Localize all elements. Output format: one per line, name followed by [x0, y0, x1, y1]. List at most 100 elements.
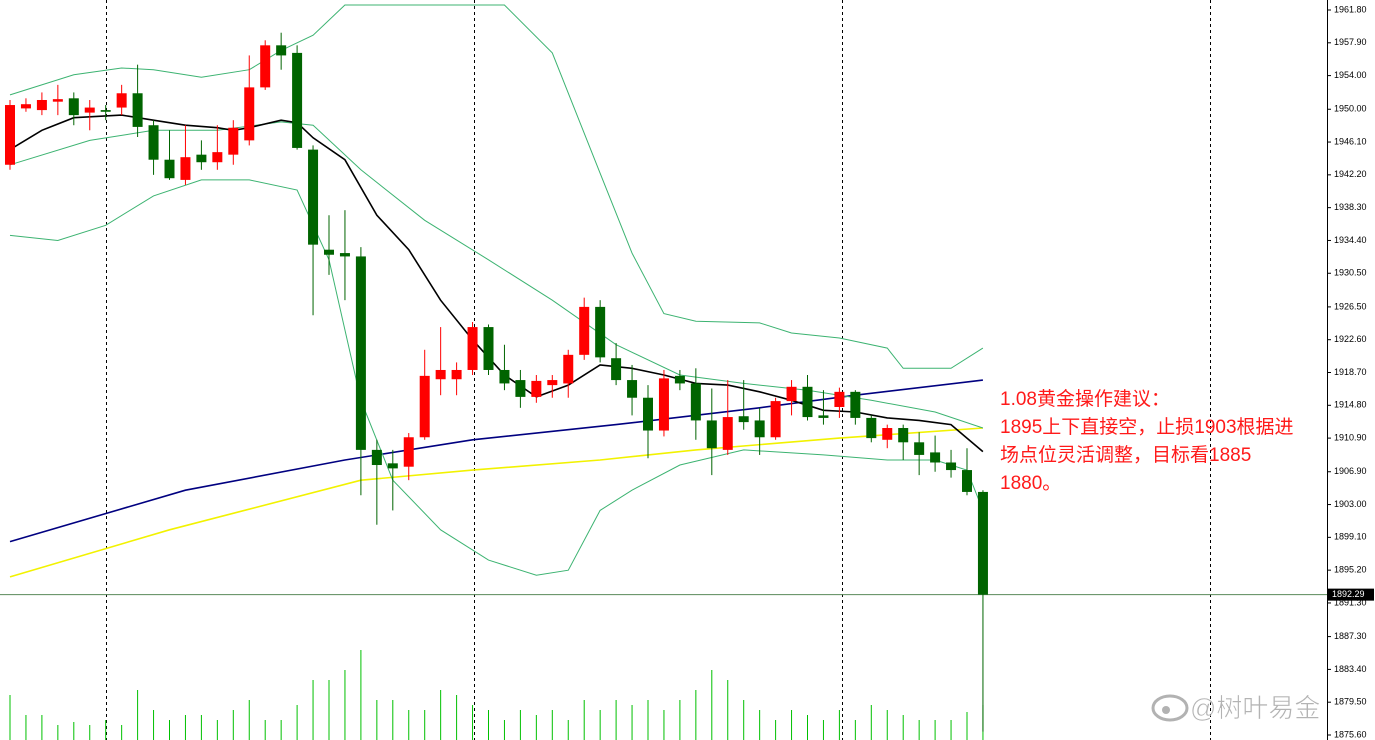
- y-tick-label: 1950.00: [1334, 104, 1367, 114]
- candle-body: [786, 386, 797, 402]
- y-tick-label: 1891.30: [1334, 597, 1367, 607]
- watermark-text: @树叶易金: [1190, 693, 1320, 723]
- plot-area: [0, 4, 1327, 740]
- candle-body: [658, 378, 669, 431]
- candle-body: [722, 417, 733, 450]
- candle-body: [387, 463, 398, 469]
- y-tick-label: 1922.60: [1334, 334, 1367, 344]
- y-tick-label: 1926.50: [1334, 301, 1367, 311]
- candle-body: [706, 420, 717, 449]
- candle-body: [84, 107, 95, 113]
- y-tick-label: 1906.90: [1334, 466, 1367, 476]
- y-tick-label: 1954.00: [1334, 70, 1367, 80]
- annotation-line: 1880。: [1000, 473, 1061, 494]
- y-tick-label: 1903.00: [1334, 499, 1367, 509]
- candle-body: [770, 401, 781, 438]
- candle-body: [260, 45, 271, 88]
- candle-body: [212, 152, 223, 163]
- candle-body: [419, 375, 430, 438]
- annotation-line: 1895上下直接空，止损1903根据进: [1000, 416, 1294, 438]
- y-tick-label: 1942.20: [1334, 169, 1367, 179]
- candle-body: [754, 420, 765, 438]
- y-tick-label: 1883.40: [1334, 664, 1367, 674]
- y-tick-label: 1946.10: [1334, 136, 1367, 146]
- y-tick-label: 1934.40: [1334, 235, 1367, 245]
- candle-body: [451, 369, 462, 380]
- candle-body: [435, 369, 446, 380]
- candle-body: [563, 354, 574, 384]
- overlay-line: [9, 4, 984, 369]
- candle-body: [132, 93, 143, 127]
- watermark: @树叶易金: [1151, 693, 1321, 723]
- candle-body: [228, 127, 239, 155]
- candle-body: [68, 98, 79, 116]
- y-tick-label: 1938.30: [1334, 202, 1367, 212]
- candle-body: [547, 380, 558, 386]
- candle-body: [977, 491, 988, 595]
- candle-body: [180, 157, 191, 180]
- y-tick-label: 1899.10: [1334, 532, 1367, 542]
- candle-body: [643, 397, 653, 431]
- candle-body: [738, 416, 749, 423]
- candle-body: [483, 327, 494, 370]
- watermark-logo: [1151, 694, 1189, 722]
- candle-body: [962, 470, 972, 492]
- y-tick-label: 1910.90: [1334, 432, 1367, 442]
- annotation-line: 场点位灵活调整，目标看1885: [1000, 444, 1251, 466]
- y-tick-label: 1918.70: [1334, 367, 1367, 377]
- candle-body: [515, 380, 526, 397]
- y-tick-label: 1887.30: [1334, 631, 1367, 641]
- y-tick-label: 1961.80: [1334, 4, 1367, 14]
- candle-body: [595, 306, 606, 358]
- last-price-box: [1328, 588, 1374, 601]
- candle-body: [339, 253, 350, 257]
- overlay-line: [9, 121, 984, 429]
- candle-body: [611, 358, 622, 381]
- candle-body: [5, 105, 15, 165]
- candle-body: [531, 380, 542, 397]
- candle-body: [499, 369, 510, 384]
- candle-body: [690, 383, 701, 421]
- candle-body: [292, 52, 303, 148]
- annotation-line: 1.08黄金操作建议：: [1000, 388, 1170, 410]
- candle-body: [324, 249, 334, 255]
- candle-body: [355, 256, 366, 450]
- candle-body: [276, 45, 287, 56]
- candle-body: [946, 462, 957, 471]
- candle-body: [850, 391, 861, 418]
- y-tick-label: 1895.20: [1334, 565, 1367, 575]
- candle-body: [674, 375, 685, 384]
- y-tick-label: 1879.50: [1334, 697, 1367, 707]
- y-tick-label: 1957.90: [1334, 37, 1367, 47]
- y-tick-label: 1930.50: [1334, 268, 1367, 278]
- candle-body: [371, 449, 382, 466]
- candle-body: [579, 306, 590, 355]
- overlay-line: [9, 179, 984, 576]
- candle-body: [52, 99, 63, 102]
- candle-body: [308, 149, 319, 245]
- candle-body: [802, 386, 813, 418]
- candle-body: [116, 93, 127, 108]
- y-tick-label: 1875.60: [1334, 729, 1367, 739]
- y-tick-label: 1914.80: [1334, 400, 1367, 410]
- candle-body: [834, 391, 845, 407]
- overlay-line: [9, 427, 983, 578]
- candle-body: [818, 415, 829, 418]
- candle-body: [627, 380, 638, 398]
- watermark-logo: [1162, 706, 1170, 714]
- candle-body: [898, 428, 909, 443]
- candle-body: [244, 87, 255, 141]
- candle-body: [882, 428, 893, 440]
- candle-body: [100, 110, 111, 112]
- candle-body: [20, 104, 31, 109]
- candle-body: [930, 452, 941, 463]
- last-price-label: 1892.29: [1332, 589, 1365, 599]
- candle-body: [196, 154, 207, 163]
- candle-body: [467, 327, 478, 370]
- candle-body: [164, 159, 175, 179]
- candle-body: [36, 99, 47, 111]
- candle-body: [914, 442, 925, 455]
- candle-body: [403, 437, 414, 467]
